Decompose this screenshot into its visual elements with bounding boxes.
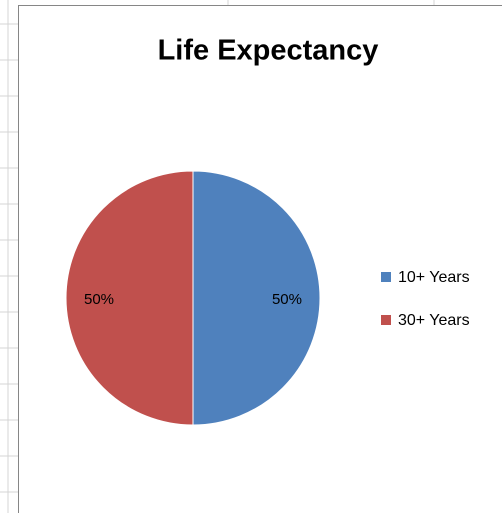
pie-slice [65,170,194,426]
legend-label: 30+ Years [398,312,470,329]
sheet-grid [0,0,435,513]
legend-swatch [381,272,391,282]
pie-slice [192,170,321,426]
legend-swatch [381,315,391,325]
legend-label: 10+ Years [398,269,470,286]
data-label: 50% [272,291,302,308]
chart-title: Life Expectancy [158,35,379,67]
data-label: 50% [84,291,114,308]
